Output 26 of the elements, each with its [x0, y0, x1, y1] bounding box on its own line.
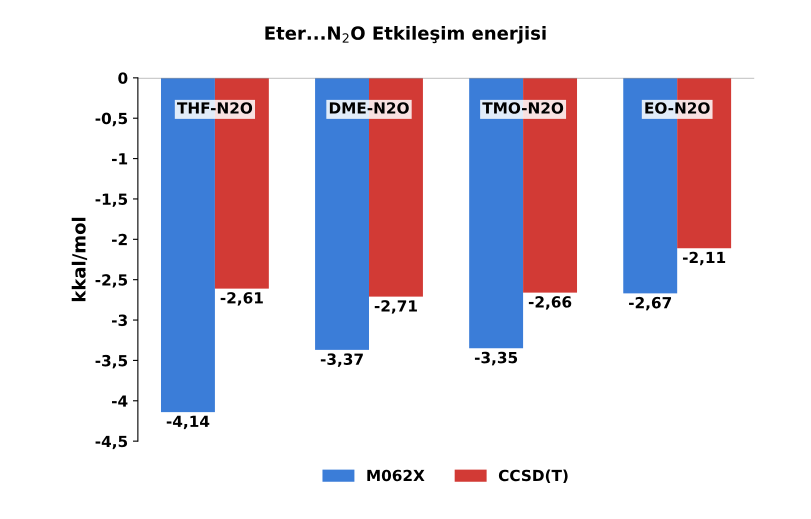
y-tick-label: -1: [112, 153, 128, 164]
chart-title: Eter...N$_{2}$O Etkileşim enerjisi: [265, 26, 546, 44]
y-tick-label: -3: [112, 314, 127, 326]
y-tick-label: -2: [112, 234, 127, 246]
data-label: -2,71: [374, 300, 417, 314]
data-label: -2,67: [629, 296, 672, 310]
legend-label: M062X: [367, 470, 425, 482]
y-tick-label: -3,5: [96, 354, 128, 368]
y-tick-label: -2,5: [96, 274, 128, 288]
data-label: -4,14: [166, 416, 210, 430]
legend-label: CCSD(T): [498, 469, 568, 484]
x-tick-label: DME-N2O: [330, 102, 409, 114]
y-tick-label: -1,5: [96, 194, 128, 207]
data-label: -3,35: [474, 352, 518, 366]
data-label: -2,11: [682, 252, 726, 266]
data-label: -2,61: [220, 292, 263, 306]
x-tick-label: THF-N2O: [177, 102, 252, 114]
x-tick-label: TMO-N2O: [482, 102, 564, 114]
data-label: -3,37: [320, 353, 363, 367]
y-tick-label: -0,5: [96, 112, 128, 126]
data-label: -2,66: [528, 296, 572, 310]
y-axis-title: kkal/mol: [72, 218, 88, 302]
y-tick-label: -4: [112, 395, 128, 407]
y-tick-label: -4,5: [96, 436, 128, 450]
y-tick-label: 0: [118, 72, 128, 84]
x-tick-label: EO-N2O: [645, 102, 710, 114]
